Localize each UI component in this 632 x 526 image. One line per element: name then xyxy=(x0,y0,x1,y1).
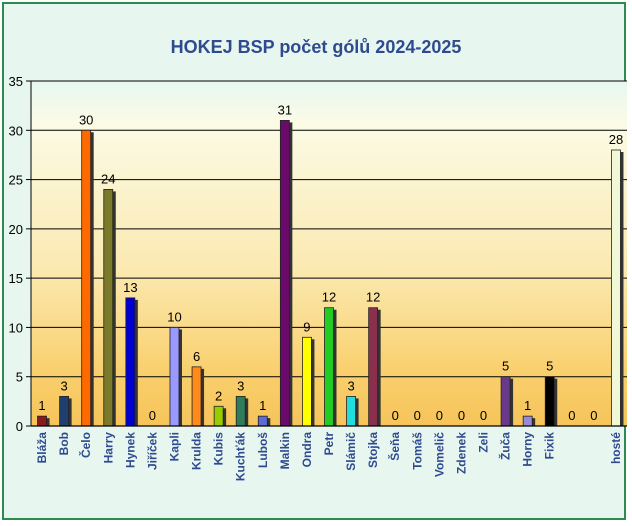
y-tick-label: 25 xyxy=(9,173,23,188)
x-tick-label: Stojka xyxy=(366,432,380,468)
data-label: 6 xyxy=(193,349,200,364)
data-label: 0 xyxy=(436,408,443,423)
bar xyxy=(169,327,180,427)
data-label: 2 xyxy=(215,388,222,403)
data-label: 28 xyxy=(609,132,623,147)
x-tick-label: Fixik xyxy=(543,432,557,460)
data-label: 3 xyxy=(60,378,67,393)
data-label: 0 xyxy=(568,408,575,423)
data-label: 0 xyxy=(149,408,156,423)
bar xyxy=(213,405,224,427)
data-label: 1 xyxy=(524,398,531,413)
data-label: 10 xyxy=(167,309,181,324)
data-label: 9 xyxy=(303,319,310,334)
bar xyxy=(59,396,70,427)
x-tick-label: Slámič xyxy=(344,432,358,471)
x-tick-label: Vomelič xyxy=(432,432,446,477)
bar xyxy=(103,189,114,427)
bar xyxy=(125,297,136,427)
bar xyxy=(611,149,621,427)
data-label: 0 xyxy=(590,408,597,423)
bar xyxy=(279,120,290,427)
data-label: 31 xyxy=(278,102,292,117)
x-tick-label: Hynek xyxy=(123,432,137,468)
x-tick-label: Horny xyxy=(521,432,535,467)
data-label: 12 xyxy=(366,290,380,305)
data-label: 24 xyxy=(101,171,115,186)
x-tick-label: Čelo xyxy=(78,432,93,458)
x-tick-label: Bob xyxy=(57,432,71,455)
data-label: 13 xyxy=(123,280,137,295)
bar xyxy=(81,129,92,427)
y-tick-label: 30 xyxy=(9,123,23,138)
y-tick-label: 20 xyxy=(9,222,23,237)
bar xyxy=(302,336,312,427)
data-label: 0 xyxy=(414,408,421,423)
x-tick-label: Zdenek xyxy=(454,432,468,474)
x-tick-label: Tomáš xyxy=(410,432,424,470)
bar xyxy=(368,307,379,427)
x-tick-label: Zeli xyxy=(477,432,491,453)
bar xyxy=(37,415,47,427)
x-tick-label: Šeňa xyxy=(387,432,402,461)
y-tick-label: 10 xyxy=(9,320,23,335)
x-tick-label: hosté xyxy=(609,432,623,464)
x-tick-label: Ondra xyxy=(300,432,314,468)
x-tick-label: Žuča xyxy=(498,432,513,460)
x-tick-label: Kubis xyxy=(212,432,226,466)
data-label: 0 xyxy=(480,408,487,423)
bar xyxy=(544,376,555,427)
x-tick-label: Bláža xyxy=(35,432,49,464)
bar xyxy=(324,307,334,427)
y-tick-label: 15 xyxy=(9,271,23,286)
x-tick-label: Luboš xyxy=(256,432,270,468)
data-label: 12 xyxy=(322,290,336,305)
bar xyxy=(346,396,356,427)
data-label: 30 xyxy=(79,112,93,127)
y-tick-label: 35 xyxy=(9,74,23,89)
data-label: 1 xyxy=(38,398,45,413)
x-tick-label: Krulda xyxy=(190,432,204,470)
bar xyxy=(235,396,246,427)
x-tick-label: Petr xyxy=(322,432,336,456)
data-label: 5 xyxy=(546,359,553,374)
data-label: 0 xyxy=(392,408,399,423)
data-label: 3 xyxy=(237,378,244,393)
data-label: 1 xyxy=(259,398,266,413)
bar xyxy=(522,415,533,427)
chart-title: HOKEJ BSP počet gólů 2024-2025 xyxy=(170,37,462,57)
bar xyxy=(500,376,511,427)
data-label: 0 xyxy=(458,408,465,423)
data-label: 3 xyxy=(347,378,354,393)
y-tick-label: 5 xyxy=(16,370,23,385)
bar xyxy=(191,366,202,427)
y-tick-label: 0 xyxy=(16,419,23,434)
x-tick-label: Kapli xyxy=(167,432,181,461)
bar xyxy=(257,415,268,427)
x-tick-label: Harry xyxy=(101,432,115,464)
data-label: 5 xyxy=(502,359,509,374)
x-tick-label: Jiříček xyxy=(145,432,159,470)
x-tick-label: Malkin xyxy=(278,432,292,469)
x-tick-label: Kuchťák xyxy=(234,432,248,481)
